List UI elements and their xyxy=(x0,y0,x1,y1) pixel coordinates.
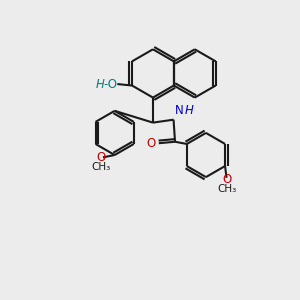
Text: CH₃: CH₃ xyxy=(217,184,236,194)
Text: CH₃: CH₃ xyxy=(92,162,111,172)
Text: -O: -O xyxy=(103,77,118,91)
Text: O: O xyxy=(97,152,106,164)
Text: O: O xyxy=(146,137,155,150)
Text: H: H xyxy=(96,77,105,91)
Text: N: N xyxy=(175,104,184,117)
Text: O: O xyxy=(222,173,231,186)
Text: H: H xyxy=(185,104,194,117)
